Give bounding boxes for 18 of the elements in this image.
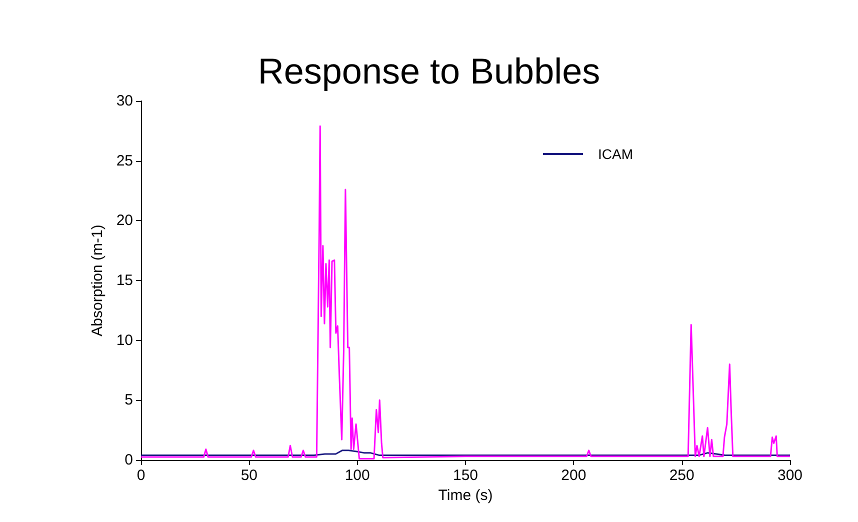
x-tick-label: 100 (344, 467, 370, 484)
y-tick-label: 30 (116, 92, 133, 110)
x-tick-label: 150 (452, 467, 478, 484)
y-tick-label: 5 (124, 392, 133, 409)
y-tick-label: 15 (116, 272, 133, 289)
y-tick-label: 25 (116, 152, 133, 170)
x-axis-title: Time (s) (438, 486, 493, 504)
x-tick-label: 0 (136, 467, 146, 484)
x-tick-label: 250 (669, 467, 694, 484)
x-tick-label: 200 (561, 467, 586, 484)
legend-label: ICAM (598, 146, 633, 162)
y-axis-title: Absorption (m-1) (89, 224, 106, 336)
chart-title: Response to Bubbles (258, 50, 600, 92)
x-tick-label: 300 (777, 467, 803, 484)
x-tick-label: 50 (240, 467, 258, 484)
y-tick-label: 10 (116, 332, 133, 349)
y-tick-label: 0 (124, 452, 133, 468)
y-tick-label: 20 (116, 212, 133, 230)
